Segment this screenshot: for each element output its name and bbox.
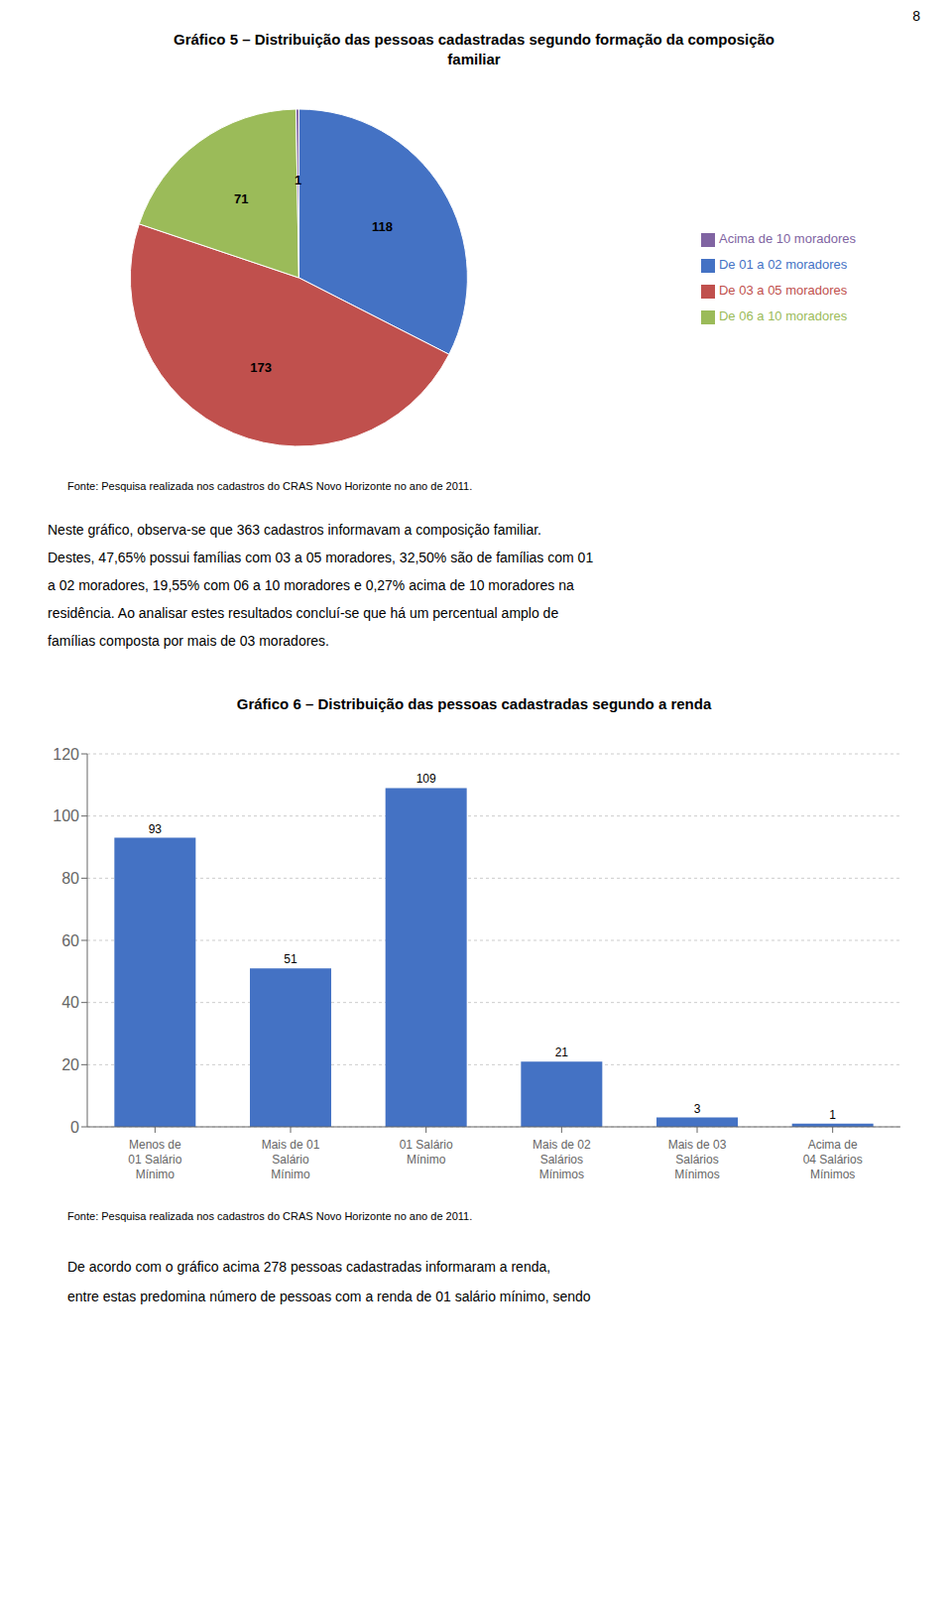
svg-text:Mais de 02SaláriosMínimos: Mais de 02SaláriosMínimos — [532, 1137, 592, 1182]
html-text:residência. Ao analisar estes: residência. Ao analisar estes resultados… — [47, 604, 559, 621]
svg-text:Mais de 01SalárioMínimo: Mais de 01SalárioMínimo — [261, 1137, 321, 1182]
svg-text:Mais de 03SaláriosMínimos: Mais de 03SaláriosMínimos — [668, 1137, 727, 1182]
svg-text:40: 40 — [61, 993, 80, 1011]
html-text:De acordo com o gráfico acima: De acordo com o gráfico acima 278 pessoa… — [67, 1258, 551, 1275]
svg-text:3: 3 — [694, 1101, 702, 1116]
html-text:De 01 a 02 moradores: De 01 a 02 moradores — [718, 256, 848, 272]
html-text:Acima de 10 moradores: Acima de 10 moradores — [718, 231, 856, 246]
svg-text:01 SalárioMínimo: 01 SalárioMínimo — [399, 1137, 454, 1167]
html-text:De 06 a 10 moradores: De 06 a 10 moradores — [718, 308, 848, 324]
html-text:8: 8 — [912, 7, 921, 24]
html-text:Destes, 47,65% possui famílias: Destes, 47,65% possui famílias com 03 a … — [47, 549, 594, 566]
svg-text:0: 0 — [70, 1118, 80, 1136]
svg-text:100: 100 — [52, 807, 80, 825]
svg-text:118: 118 — [371, 219, 393, 235]
svg-text:1: 1 — [294, 172, 302, 188]
svg-text:173: 173 — [249, 359, 272, 375]
svg-text:51: 51 — [283, 952, 298, 966]
svg-text:1: 1 — [829, 1107, 836, 1122]
svg-text:71: 71 — [234, 191, 248, 207]
html-text:Fonte: Pesquisa realizada nos: Fonte: Pesquisa realizada nos cadastros … — [67, 1209, 473, 1222]
svg-text:80: 80 — [61, 869, 80, 887]
html-text:famílias composta por mais de: famílias composta por mais de 03 morador… — [47, 632, 330, 649]
svg-text:109: 109 — [416, 771, 437, 786]
html-text:De 03 a 05 moradores: De 03 a 05 moradores — [718, 282, 848, 298]
html-text:Gráfico 5 – Distribuição das p: Gráfico 5 – Distribuição das pessoas cad… — [173, 30, 775, 48]
svg-text:Acima de04 SaláriosMínimos: Acima de04 SaláriosMínimos — [803, 1137, 863, 1182]
html-text:familiar: familiar — [447, 50, 501, 68]
svg-text:93: 93 — [148, 822, 163, 836]
html-text:Fonte: Pesquisa realizada nos: Fonte: Pesquisa realizada nos cadastros … — [67, 479, 473, 492]
html-text:Neste gráfico, observa-se que: Neste gráfico, observa-se que 363 cadast… — [47, 521, 542, 538]
html-text:entre estas predomina número d: entre estas predomina número de pessoas … — [67, 1288, 591, 1305]
html-text:Gráfico 6 – Distribuição das p: Gráfico 6 – Distribuição das pessoas cad… — [236, 695, 712, 713]
svg-text:60: 60 — [61, 932, 80, 950]
svg-text:120: 120 — [52, 745, 80, 763]
html-text:a 02 moradores, 19,55% com 06: a 02 moradores, 19,55% com 06 a 10 morad… — [47, 577, 574, 594]
svg-text:21: 21 — [555, 1045, 570, 1060]
svg-text:20: 20 — [61, 1056, 80, 1073]
svg-text:Menos de01 SalárioMínimo: Menos de01 SalárioMínimo — [127, 1137, 182, 1182]
